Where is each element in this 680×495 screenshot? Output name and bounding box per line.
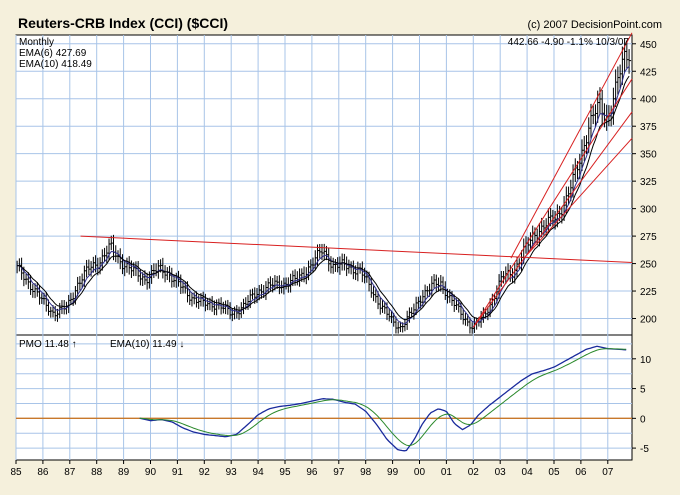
x-tick-03: 03 [495, 467, 507, 478]
legend-pmo-signal-value: 11.49 [152, 339, 177, 350]
pmo-lines [139, 345, 627, 452]
price-readout: 442.66 -4.90 -1.1% 10/3/07 [508, 37, 630, 48]
readout-last: 442.66 [508, 37, 539, 48]
x-axis: 85 86 87 88 89 90 91 92 93 94 95 96 97 98 99 00 01 02 03 04… [10, 460, 614, 478]
readout-pct: -1.1% [567, 37, 593, 48]
trend-line-1 [472, 78, 633, 328]
x-tick-97: 97 [333, 467, 345, 478]
legend-pmo-signal-arrow-icon: ↓ [179, 339, 184, 350]
legend-pmo-arrow-icon: ↑ [72, 339, 77, 350]
legend-pmo-label: PMO [19, 339, 42, 350]
y-tick-325: 325 [640, 177, 657, 188]
y-tick-400: 400 [640, 95, 657, 106]
x-tick-92: 92 [199, 467, 211, 478]
pmo-tick-5: 5 [640, 385, 646, 396]
pmo-y-axis: 10 5 0 -5 [632, 355, 652, 455]
x-tick-99: 99 [387, 467, 399, 478]
pmo-panel [15, 334, 633, 461]
x-tick-96: 96 [306, 467, 318, 478]
x-tick-01: 01 [441, 467, 453, 478]
legend-pmo: PMO 11.48 ↑ [19, 339, 77, 350]
trend-lines [80, 32, 633, 328]
pmo-signal-line [139, 348, 627, 447]
pmo-tick-10: 10 [640, 355, 652, 366]
x-tick-94: 94 [253, 467, 265, 478]
y-tick-200: 200 [640, 315, 657, 326]
y-tick-250: 250 [640, 260, 657, 271]
legend-ema10: EMA(10) 418.49 [19, 59, 92, 70]
pmo-tick--5: -5 [640, 444, 649, 455]
copyright-label: (c) 2007 DecisionPoint.com [527, 19, 662, 31]
x-tick-98: 98 [360, 467, 372, 478]
y-tick-275: 275 [640, 232, 657, 243]
x-tick-87: 87 [64, 467, 76, 478]
y-tick-375: 375 [640, 122, 657, 133]
pmo-tick-0: 0 [640, 414, 646, 425]
y-tick-350: 350 [640, 150, 657, 161]
x-tick-88: 88 [91, 467, 103, 478]
ema10-line [17, 75, 630, 321]
period-label: Monthly [19, 37, 54, 48]
main-grid [15, 35, 632, 335]
y-tick-425: 425 [640, 67, 657, 78]
x-tick-07: 07 [602, 467, 614, 478]
pmo-line [139, 345, 627, 452]
readout-change: -4.90 [541, 37, 564, 48]
legend-ema10-value: 418.49 [61, 59, 92, 70]
x-tick-04: 04 [522, 467, 534, 478]
x-tick-93: 93 [226, 467, 238, 478]
legend-ema6-label: EMA(6) [19, 48, 53, 59]
x-tick-86: 86 [37, 467, 49, 478]
legend-ema6-value: 427.69 [56, 48, 87, 59]
x-tick-90: 90 [145, 467, 157, 478]
main-panel [15, 34, 633, 336]
chart-title: Reuters-CRB Index (CCI) ($CCI) [18, 15, 228, 31]
x-tick-85: 85 [10, 467, 22, 478]
legend-pmo-signal: EMA(10) 11.49 ↓ [110, 339, 184, 350]
x-tick-02: 02 [468, 467, 480, 478]
trend-line-0 [80, 235, 633, 263]
legend-ema6: EMA(6) 427.69 [19, 48, 87, 59]
legend-pmo-value: 11.48 [45, 339, 70, 350]
legend-pmo-signal-label: EMA(10) [110, 339, 149, 350]
trend-line-2 [472, 111, 633, 328]
x-tick-05: 05 [548, 467, 560, 478]
pmo-grid [15, 335, 632, 460]
y-tick-450: 450 [640, 40, 657, 51]
y-tick-300: 300 [640, 205, 657, 216]
trend-line-4 [526, 137, 633, 256]
trend-line-3 [510, 32, 633, 259]
legend-ema10-label: EMA(10) [19, 59, 58, 70]
readout-date: 10/3/07 [596, 37, 630, 48]
y-tick-225: 225 [640, 287, 657, 298]
x-tick-89: 89 [118, 467, 130, 478]
x-tick-91: 91 [172, 467, 184, 478]
x-tick-95: 95 [279, 467, 291, 478]
x-tick-00: 00 [414, 467, 426, 478]
main-y-axis: 200 225 250 275 300 325 350 375 400 425 450 [632, 40, 657, 326]
x-tick-06: 06 [575, 467, 587, 478]
